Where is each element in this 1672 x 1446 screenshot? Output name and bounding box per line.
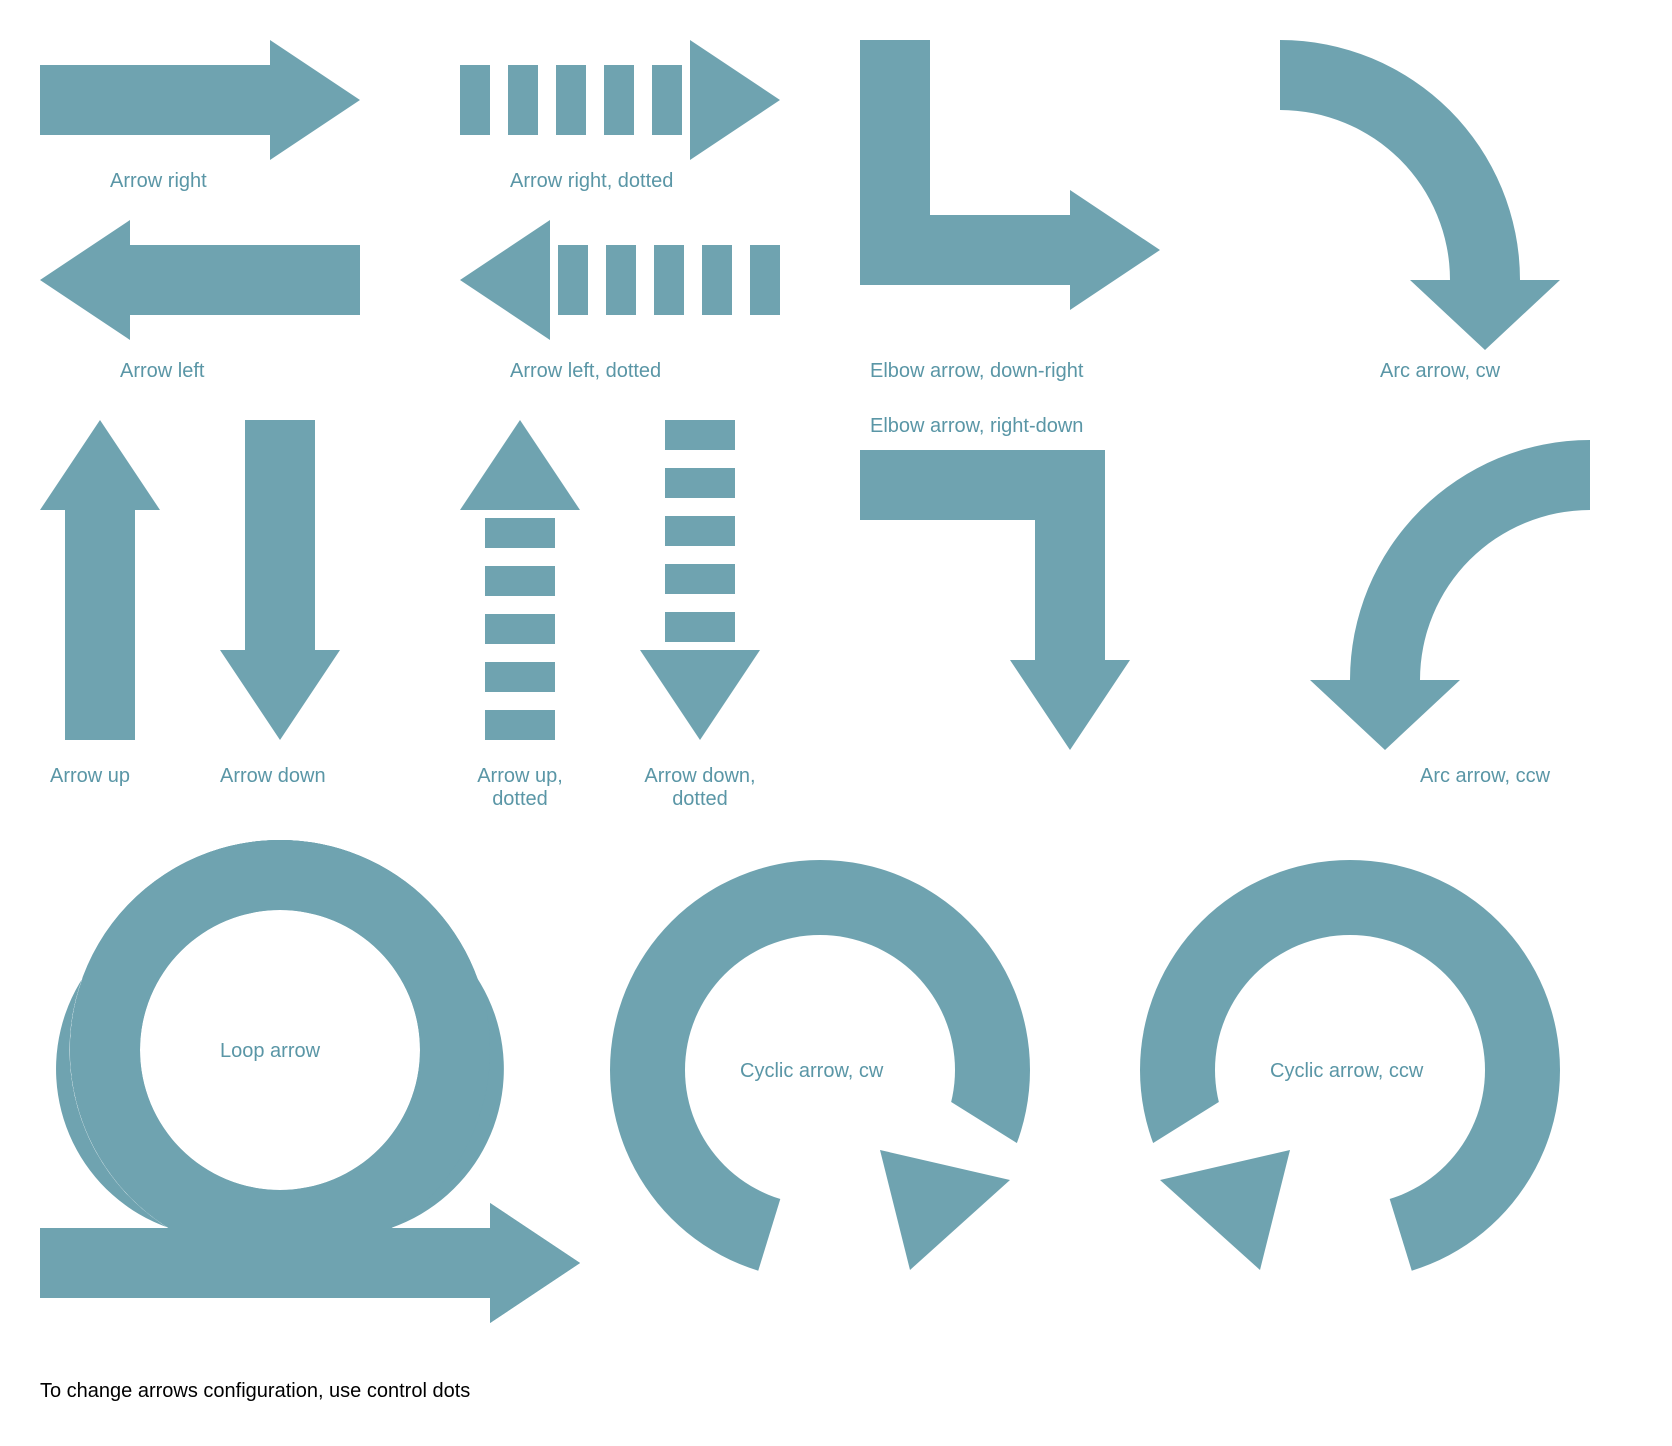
arrow-right-dotted-icon [460, 40, 780, 160]
cyclic-arrow-cw-icon [600, 850, 1060, 1330]
arrow-left-dotted-icon [460, 220, 780, 340]
arrow-down-icon [220, 420, 340, 740]
footer-note: To change arrows configuration, use cont… [40, 1380, 470, 1403]
arrow-left-label: Arrow left [120, 360, 204, 383]
arrow-shapes-canvas: Arrow right Arrow right, dotted Elbow ar… [20, 20, 1652, 1426]
arc-arrow-ccw-label: Arc arrow, ccw [1420, 765, 1550, 788]
arrow-up-icon [40, 420, 160, 740]
arrow-down-dotted-icon [640, 420, 760, 740]
arrow-up-dotted-icon [460, 420, 580, 740]
arrow-right-icon [40, 40, 360, 160]
arrow-left-dotted-label: Arrow left, dotted [510, 360, 661, 383]
arrow-down-label: Arrow down [220, 765, 326, 788]
loop-arrow-label: Loop arrow [220, 1040, 320, 1063]
arrow-right-label: Arrow right [110, 170, 207, 193]
cyclic-arrow-ccw-label: Cyclic arrow, ccw [1270, 1060, 1423, 1083]
arc-arrow-cw-label: Arc arrow, cw [1380, 360, 1500, 383]
elbow-down-right-label: Elbow arrow, down-right [870, 360, 1083, 383]
cyclic-arrow-ccw-icon [1110, 850, 1570, 1330]
arrow-up-dotted-label: Arrow up, dotted [460, 765, 580, 811]
elbow-right-down-label: Elbow arrow, right-down [870, 415, 1083, 438]
elbow-right-down-icon [860, 450, 1170, 750]
elbow-down-right-icon [860, 40, 1160, 350]
arrow-left-icon [40, 220, 360, 340]
arrow-right-dotted-label: Arrow right, dotted [510, 170, 673, 193]
arrow-up-label: Arrow up [50, 765, 130, 788]
arc-arrow-cw-icon [1280, 40, 1590, 350]
arrow-down-dotted-label: Arrow down, dotted [630, 765, 770, 811]
loop-arrow-clean-icon [40, 840, 580, 1360]
cyclic-arrow-cw-label: Cyclic arrow, cw [740, 1060, 883, 1083]
arc-arrow-ccw-icon [1280, 440, 1590, 750]
